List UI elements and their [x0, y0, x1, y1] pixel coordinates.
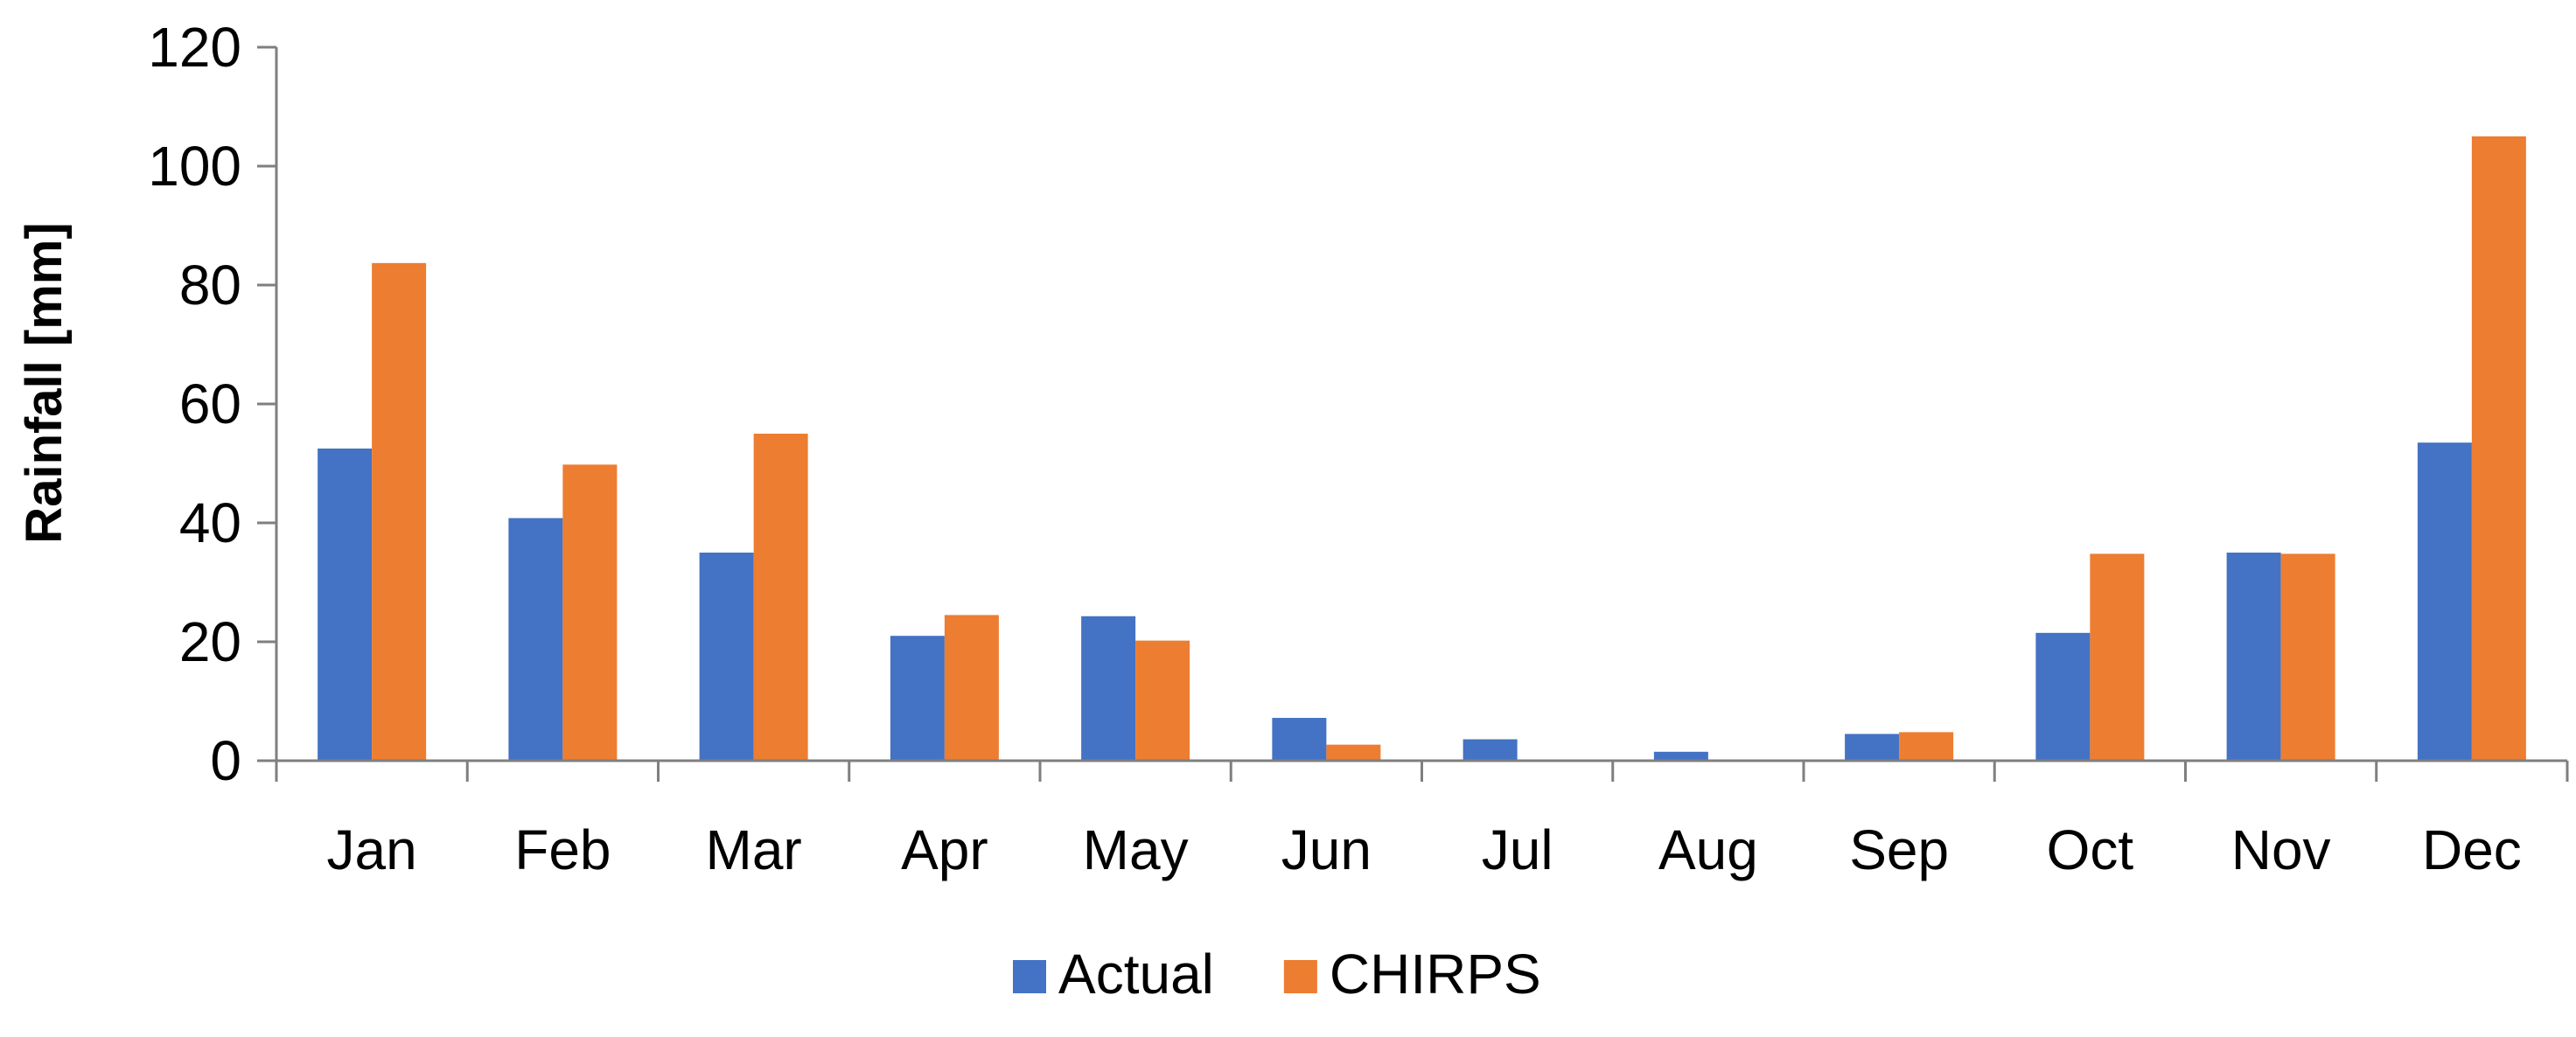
bar-chirps-sep — [1899, 732, 1954, 761]
bar-actual-may — [1081, 616, 1136, 761]
y-tick-labels: 0 20 40 60 80 100 120 — [148, 16, 241, 792]
y-tick-label: 20 — [179, 610, 241, 673]
bar-actual-jul — [1463, 739, 1518, 761]
bar-actual-jun — [1272, 718, 1327, 761]
legend-label-chirps: CHIRPS — [1330, 943, 1541, 1006]
y-tick-label: 80 — [179, 254, 241, 317]
bar-chirps-jun — [1326, 744, 1381, 761]
y-tick-label: 0 — [210, 729, 241, 792]
x-tick-label: Aug — [1658, 818, 1758, 881]
bar-chirps-may — [1135, 640, 1190, 761]
y-tick-label: 60 — [179, 372, 241, 435]
bar-chirps-oct — [2090, 553, 2145, 761]
x-tick-label: Mar — [706, 818, 802, 881]
bar-actual-apr — [890, 636, 945, 761]
y-axis-title: Rainfall [mm] — [16, 222, 73, 543]
x-tick-label: Dec — [2422, 818, 2522, 881]
legend-swatch-chirps — [1283, 960, 1317, 993]
x-tick-label: Jun — [1281, 818, 1372, 881]
bar-chirps-mar — [753, 434, 808, 761]
bar-chirps-apr — [944, 615, 999, 761]
y-tick-label: 40 — [179, 491, 241, 554]
legend: Actual CHIRPS — [1013, 943, 1541, 1006]
x-tick-label: Apr — [901, 818, 988, 881]
legend-label-actual: Actual — [1058, 943, 1214, 1006]
y-tick-label: 100 — [148, 135, 241, 198]
x-tick-label: Sep — [1849, 818, 1949, 881]
bar-actual-mar — [699, 553, 754, 761]
bar-actual-feb — [508, 518, 563, 761]
x-tick-labels: Jan Feb Mar Apr May Jun Jul Aug Sep Oct Nov Dec — [327, 818, 2522, 881]
x-tick-label: May — [1083, 818, 1189, 881]
bar-actual-sep — [1845, 734, 1900, 761]
x-tick-label: Jul — [1482, 818, 1553, 881]
x-tick-label: Oct — [2047, 818, 2134, 881]
bar-chirps-jan — [372, 262, 427, 762]
bar-chirps-feb — [562, 464, 618, 761]
y-tick-label: 120 — [148, 16, 241, 79]
x-tick-label: Jan — [327, 818, 417, 881]
x-tick-label: Feb — [514, 818, 611, 881]
bar-actual-dec — [2417, 442, 2472, 761]
legend-swatch-actual — [1013, 960, 1046, 993]
bar-chirps-dec — [2471, 136, 2526, 761]
x-tick-label: Nov — [2231, 818, 2331, 881]
bar-chirps-nov — [2280, 553, 2335, 761]
bar-actual-nov — [2226, 553, 2281, 761]
bar-actual-jan — [318, 449, 373, 761]
bar-actual-oct — [2035, 632, 2091, 761]
bars-layer — [318, 136, 2526, 762]
bar-actual-aug — [1653, 751, 1708, 761]
axes-layer — [257, 45, 2569, 782]
